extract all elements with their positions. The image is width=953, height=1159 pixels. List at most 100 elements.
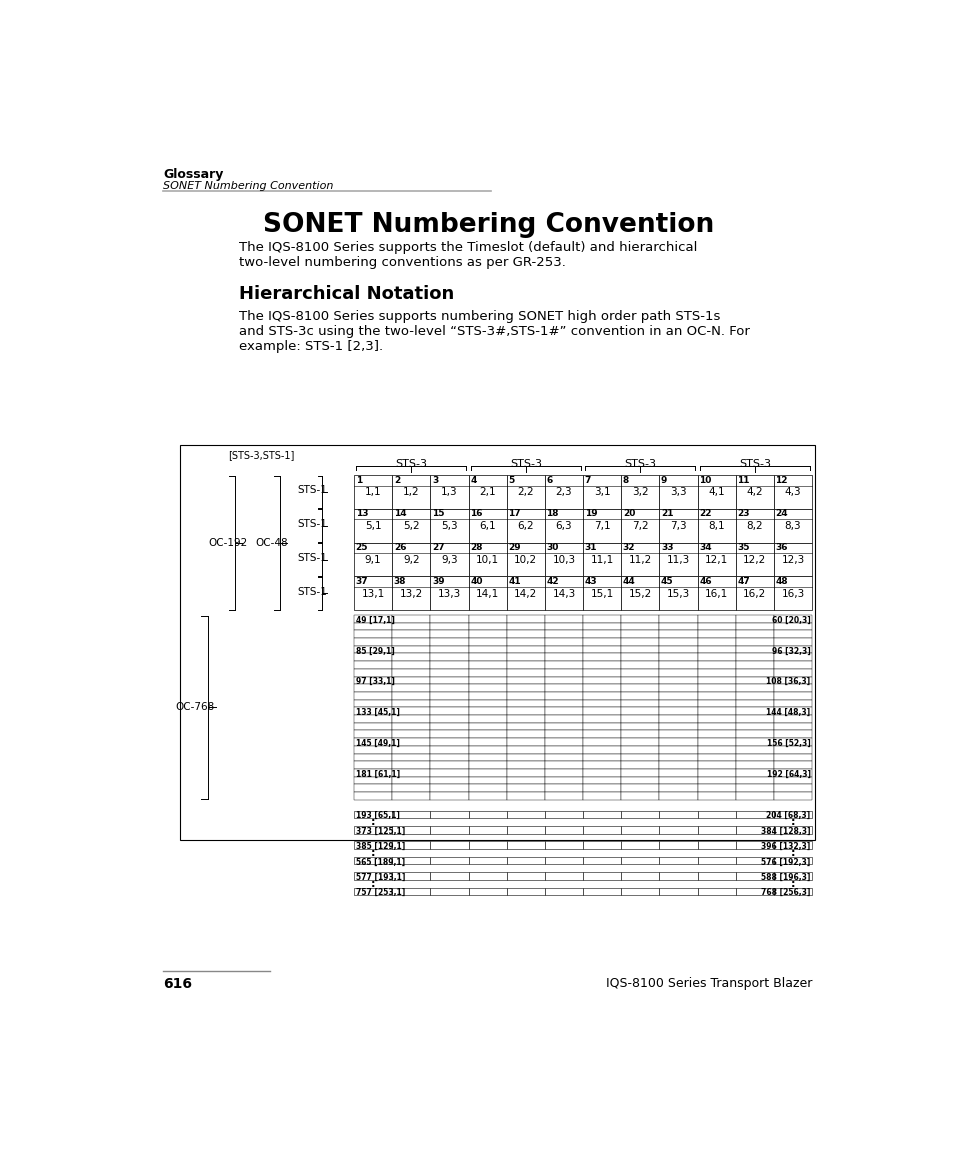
Bar [430, 777, 468, 785]
Bar [430, 646, 468, 654]
Bar [544, 576, 582, 611]
Bar [697, 723, 735, 730]
Bar [773, 630, 811, 639]
Text: 7,2: 7,2 [632, 522, 648, 531]
Text: Glossary: Glossary [163, 168, 224, 181]
Bar [354, 738, 392, 746]
Bar [544, 777, 582, 785]
Bar [392, 785, 430, 792]
Bar [430, 509, 468, 542]
Text: 12,2: 12,2 [742, 555, 765, 564]
Text: 9,1: 9,1 [364, 555, 381, 564]
Bar [354, 542, 392, 576]
Text: 33: 33 [660, 544, 673, 553]
Bar [468, 872, 506, 880]
Bar [659, 888, 697, 895]
Text: 14,3: 14,3 [552, 589, 575, 599]
Bar [620, 785, 659, 792]
Bar [392, 723, 430, 730]
Bar [430, 888, 468, 895]
Bar [392, 692, 430, 700]
Bar [697, 777, 735, 785]
Bar [506, 615, 544, 622]
Bar [544, 792, 582, 800]
Bar [582, 542, 620, 576]
Bar [735, 576, 773, 611]
Bar [697, 746, 735, 753]
Bar [659, 700, 697, 707]
Bar [354, 669, 392, 677]
Bar [659, 723, 697, 730]
Bar [468, 615, 506, 622]
Bar [735, 654, 773, 661]
Bar [430, 630, 468, 639]
Bar [582, 777, 620, 785]
Bar [735, 768, 773, 777]
Bar [468, 475, 506, 509]
Bar [392, 677, 430, 684]
Bar [773, 509, 811, 542]
Text: :: : [371, 879, 375, 889]
Bar [430, 707, 468, 715]
Text: 144 [48,3]: 144 [48,3] [765, 708, 810, 717]
Bar [354, 888, 392, 895]
Text: 23: 23 [737, 510, 749, 518]
Bar [659, 692, 697, 700]
Bar [430, 576, 468, 611]
Bar [354, 810, 392, 818]
Bar [659, 542, 697, 576]
Bar [620, 768, 659, 777]
Text: 10,3: 10,3 [552, 555, 575, 564]
Bar [468, 684, 506, 692]
Bar [582, 723, 620, 730]
Bar [773, 768, 811, 777]
Bar [392, 888, 430, 895]
Bar [544, 542, 582, 576]
Bar [468, 715, 506, 723]
Bar [544, 753, 582, 761]
Bar [582, 630, 620, 639]
Text: 22: 22 [699, 510, 711, 518]
Text: 8,3: 8,3 [784, 522, 801, 531]
Bar [430, 738, 468, 746]
Bar [659, 857, 697, 865]
Text: 11,2: 11,2 [628, 555, 651, 564]
Bar [620, 661, 659, 669]
Bar [468, 700, 506, 707]
Bar [544, 630, 582, 639]
Text: 20: 20 [622, 510, 635, 518]
Text: IQS-8100 Series Transport Blazer: IQS-8100 Series Transport Blazer [606, 977, 812, 990]
Bar [659, 768, 697, 777]
Bar [468, 768, 506, 777]
Bar [506, 810, 544, 818]
Bar [582, 792, 620, 800]
Text: 27: 27 [432, 544, 444, 553]
Bar [620, 810, 659, 818]
Bar [659, 707, 697, 715]
Text: 9: 9 [660, 475, 667, 484]
Bar [773, 646, 811, 654]
Bar [430, 841, 468, 850]
Bar [506, 872, 544, 880]
Bar [354, 700, 392, 707]
Bar [773, 715, 811, 723]
Bar [544, 615, 582, 622]
Bar [544, 509, 582, 542]
Bar [354, 639, 392, 646]
Bar [582, 785, 620, 792]
Bar [430, 826, 468, 833]
Bar [582, 684, 620, 692]
Bar [354, 692, 392, 700]
Text: 13: 13 [355, 510, 368, 518]
Text: 4,3: 4,3 [784, 487, 801, 497]
Bar [773, 723, 811, 730]
Text: 46: 46 [699, 577, 711, 586]
Bar [697, 872, 735, 880]
Bar [735, 677, 773, 684]
Text: 16,3: 16,3 [781, 589, 803, 599]
Bar [620, 888, 659, 895]
Bar [620, 509, 659, 542]
Text: 3: 3 [432, 475, 437, 484]
Bar [659, 715, 697, 723]
Text: 8,2: 8,2 [746, 522, 762, 531]
